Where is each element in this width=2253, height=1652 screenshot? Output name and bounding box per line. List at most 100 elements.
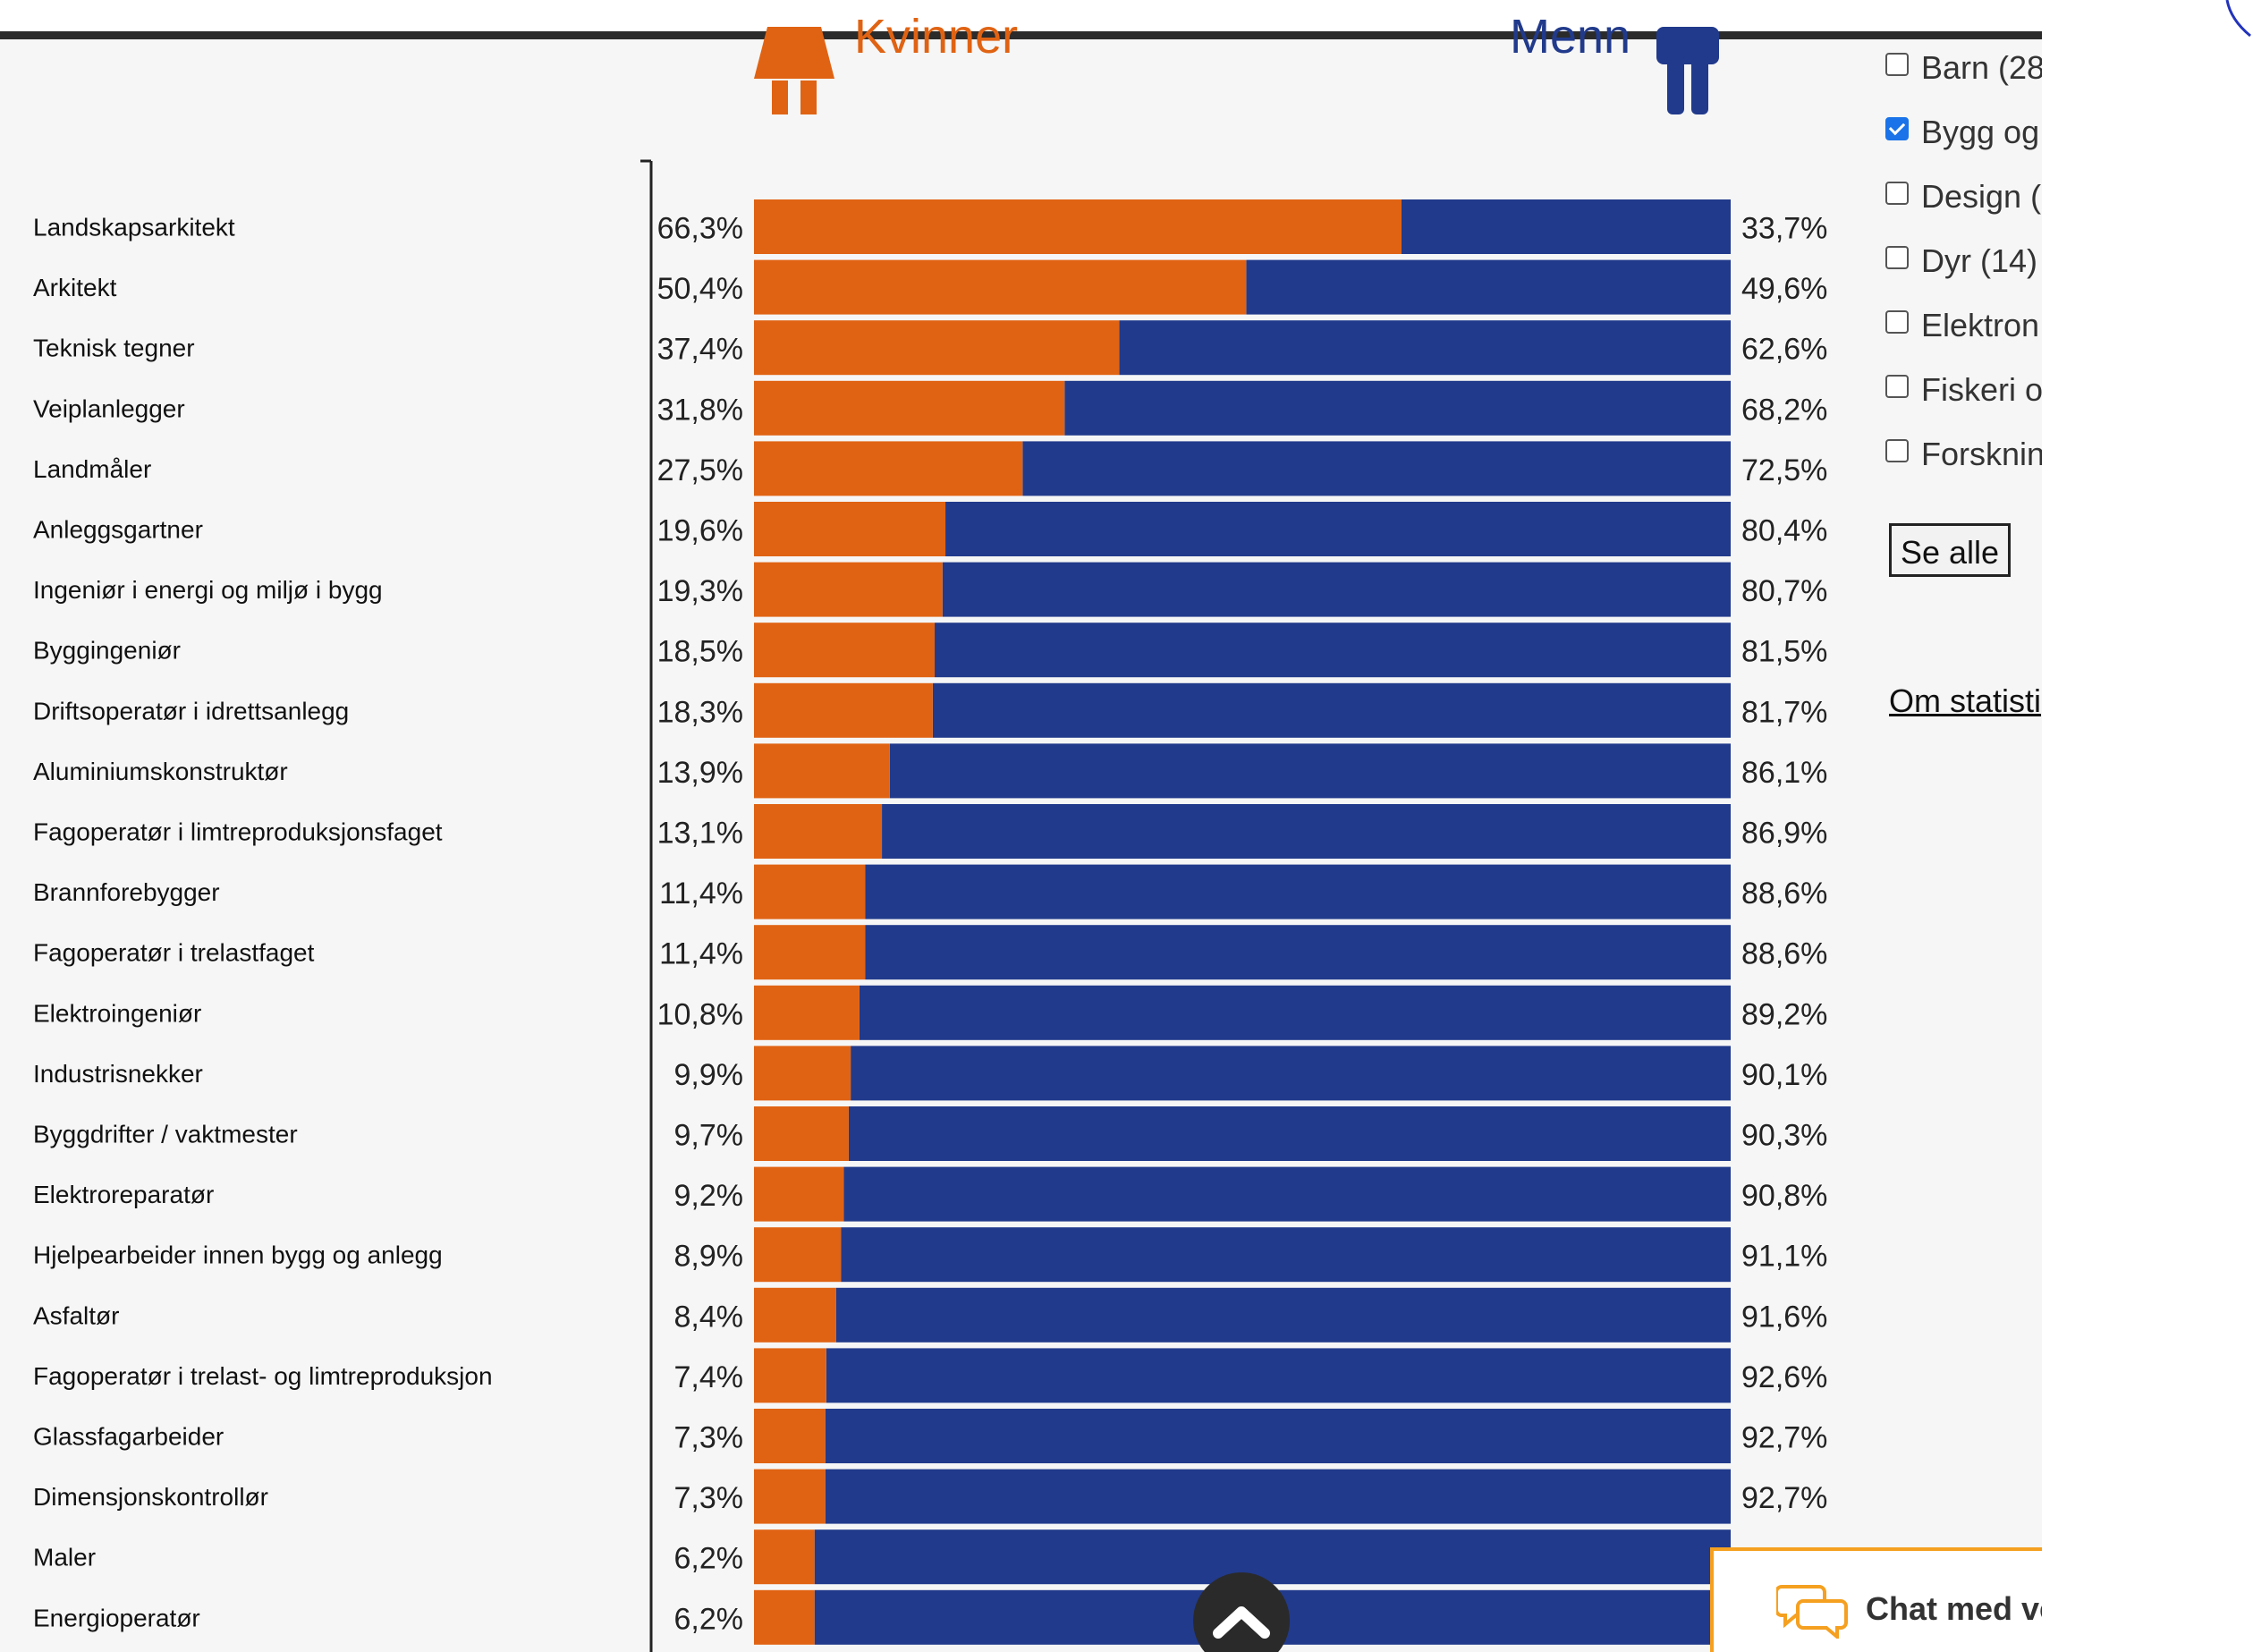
women-percent-label: 19,6% [657,514,743,548]
category-label: Elektron [1921,307,2040,343]
men-percent-label: 80,4% [1741,514,1827,548]
category-filter-item[interactable]: Design ( [1885,178,2041,215]
occupation-label: Aluminiumskonstruktør [33,758,288,785]
women-percent-label: 27,5% [657,453,743,487]
women-bar [754,441,1023,496]
category-filter-item[interactable]: Fiskeri o [1885,371,2042,408]
occupation-label: Industrisnekker [33,1060,203,1088]
men-bar [1246,259,1731,315]
men-bar [826,1348,1731,1403]
man-icon [1656,27,1719,114]
category-label: Bygg og [1921,114,2040,150]
see-all-button[interactable]: Se alle [1889,523,2011,577]
men-bar [835,1287,1731,1343]
category-checkbox[interactable] [1885,375,1909,399]
men-bar [865,864,1731,919]
men-bar [1119,320,1731,376]
gender-distribution-chart: Landskapsarkitekt 66,3% 33,7% Arkitekt 50,4%… [33,159,1827,1652]
women-percent-label: 7,4% [674,1360,744,1394]
men-percent-label: 88,6% [1741,937,1827,971]
women-bar [754,380,1065,436]
men-percent-label: 49,6% [1741,272,1827,306]
occupation-label: Byggdrifter / vaktmester [33,1121,298,1148]
women-bar [754,320,1120,376]
women-bar [754,1227,842,1283]
women-bar [754,1589,815,1645]
category-filter-item[interactable]: Forsknin [1885,436,2042,472]
category-checkbox[interactable] [1885,246,1909,270]
page: Kvinner Menn Landskapsarkitekt 66,3% 33,7%… [0,0,2042,1652]
women-percent-label: 13,1% [657,817,743,851]
men-percent-label: 72,5% [1741,453,1827,487]
men-bar [825,1469,1731,1524]
occupation-label: Elektroingeniør [33,999,201,1027]
women-bar [754,1166,844,1222]
women-bar [754,1469,826,1524]
men-bar [841,1227,1731,1283]
men-bar [1401,199,1731,254]
women-percent-label: 9,9% [674,1058,744,1092]
men-bar [848,1106,1731,1161]
category-checkbox[interactable] [1885,182,1909,206]
men-percent-label: 91,1% [1741,1240,1827,1274]
occupation-label: Driftsoperatør i idrettsanlegg [33,697,349,724]
women-percent-label: 7,3% [674,1421,744,1455]
men-percent-label: 80,7% [1741,574,1827,608]
women-percent-label: 18,3% [657,695,743,729]
scroll-to-top-button[interactable] [1193,1572,1290,1652]
occupation-label: Maler [33,1544,96,1572]
women-percent-label: 10,8% [657,997,743,1031]
women-bar [754,925,866,980]
occupation-label: Landmåler [33,455,151,483]
occupation-label: Fagoperatør i limtreproduksjonsfaget [33,818,443,846]
women-bar [754,623,936,678]
occupation-label: Asfaltør [33,1301,119,1329]
women-bar [754,259,1247,315]
men-percent-label: 81,7% [1741,695,1827,729]
category-filter-item[interactable]: Barn (28 [1885,49,2042,86]
occupation-label: Hjelpearbeider innen bygg og anlegg [33,1241,443,1269]
women-bar [754,1287,836,1343]
woman-icon [754,27,834,114]
women-percent-label: 8,9% [674,1240,744,1274]
about-statistics-link[interactable]: Om statisti [1889,682,2042,719]
men-bar [859,985,1731,1040]
category-checkbox[interactable] [1885,53,1909,77]
women-percent-label: 9,7% [674,1119,744,1153]
chat-widget[interactable]: Chat med ve [1710,1547,2042,1652]
women-percent-label: 11,4% [659,877,743,911]
category-checkbox[interactable] [1885,310,1909,335]
category-checkbox[interactable] [1885,117,1909,141]
women-bar [754,1348,826,1403]
category-label: Fiskeri o [1921,371,2042,408]
men-percent-label: 86,1% [1741,756,1827,790]
women-percent-label: 37,4% [657,333,743,367]
men-percent-label: 88,6% [1741,877,1827,911]
women-percent-label: 50,4% [657,272,743,306]
men-bar [843,1166,1731,1222]
men-bar [865,925,1731,980]
category-filter-item[interactable]: Bygg og [1885,114,2040,150]
category-checkbox[interactable] [1885,439,1909,463]
corner-arc-mark [2225,0,2251,38]
category-filter-item[interactable]: Dyr (14) [1885,242,2037,279]
men-percent-label: 91,6% [1741,1300,1827,1334]
women-bar [754,1409,826,1463]
men-bar [882,804,1731,859]
women-bar [754,1529,815,1585]
men-percent-label: 62,6% [1741,333,1827,367]
women-bar [754,199,1402,254]
women-percent-label: 9,2% [674,1179,744,1213]
men-percent-label: 90,8% [1741,1179,1827,1213]
category-filter-item[interactable]: Elektron [1885,307,2039,343]
women-percent-label: 31,8% [657,393,743,427]
occupation-label: Glassfagarbeider [33,1423,224,1451]
women-percent-label: 66,3% [657,212,743,246]
men-percent-label: 89,2% [1741,997,1827,1031]
women-percent-label: 11,4% [659,937,743,971]
men-percent-label: 92,7% [1741,1481,1827,1515]
women-bar [754,743,890,799]
women-bar [754,502,946,556]
men-label: Menn [1510,10,1631,64]
chat-label: Chat med ve [1866,1590,2042,1627]
